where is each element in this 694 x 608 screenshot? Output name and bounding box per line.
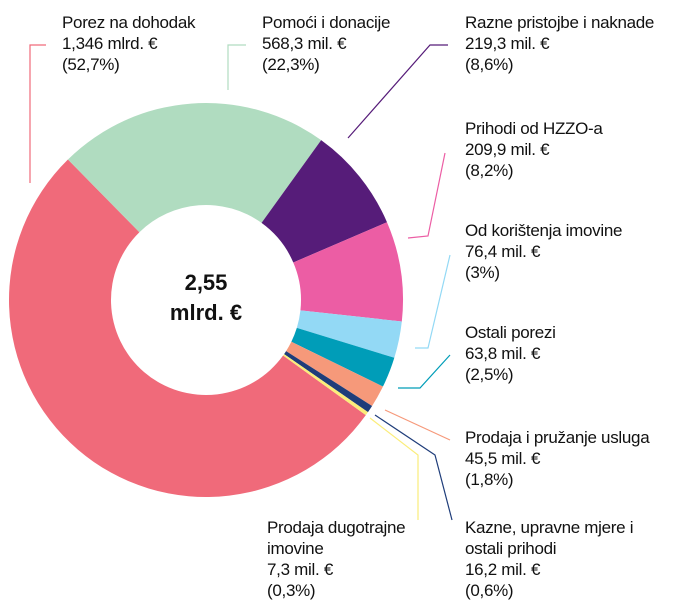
label-percent: (0,3%) bbox=[267, 581, 316, 600]
slice-label: Prodaja dugotrajne imovine 7,3 mil. € (0,3… bbox=[267, 517, 437, 601]
label-name: Prodaja dugotrajne imovine bbox=[267, 518, 406, 558]
label-amount: 76,4 mil. € bbox=[465, 242, 541, 261]
label-amount: 7,3 mil. € bbox=[267, 560, 333, 579]
slice-label: Razne pristojbe i naknade 219,3 mil. € (8,… bbox=[465, 12, 694, 75]
slice bbox=[296, 310, 402, 358]
slice bbox=[286, 341, 383, 406]
label-amount: 16,2 mil. € bbox=[465, 560, 541, 579]
label-amount: 45,5 mil. € bbox=[465, 449, 541, 468]
label-percent: (1,8%) bbox=[465, 470, 514, 489]
label-amount: 209,9 mil. € bbox=[465, 140, 550, 159]
label-name: Od korištenja imovine bbox=[465, 221, 623, 240]
slice bbox=[291, 327, 395, 387]
label-name: Porez na dohodak bbox=[62, 13, 196, 32]
center-label: 2,55 bbox=[185, 270, 228, 295]
leader-line bbox=[369, 417, 419, 520]
leader-line bbox=[398, 354, 451, 389]
label-amount: 63,8 mil. € bbox=[465, 344, 541, 363]
label-percent: (22,3%) bbox=[262, 55, 320, 74]
slice-label: Porez na dohodak 1,346 mlrd. € (52,7%) bbox=[62, 12, 252, 75]
label-percent: (52,7%) bbox=[62, 55, 120, 74]
label-name: Kazne, upravne mjere i ostali prihodi bbox=[465, 518, 634, 558]
slice bbox=[293, 222, 403, 322]
label-percent: (8,2%) bbox=[465, 161, 514, 180]
label-amount: 1,346 mlrd. € bbox=[62, 34, 158, 53]
leader-line bbox=[374, 414, 453, 521]
center-label: mlrd. € bbox=[170, 300, 242, 325]
label-name: Ostali porezi bbox=[465, 323, 556, 342]
slice bbox=[8, 159, 366, 498]
label-percent: (8,6%) bbox=[465, 55, 514, 74]
label-name: Pomoći i donacije bbox=[262, 13, 391, 32]
slice-label: Pomoći i donacije 568,3 mil. € (22,3%) bbox=[262, 12, 452, 75]
label-percent: (2,5%) bbox=[465, 365, 514, 384]
label-name: Razne pristojbe i naknade bbox=[465, 13, 655, 32]
label-percent: (0,6%) bbox=[465, 581, 514, 600]
leader-line bbox=[407, 152, 446, 239]
slices bbox=[8, 103, 403, 498]
leader-line bbox=[415, 254, 451, 349]
slice bbox=[284, 351, 373, 413]
slice bbox=[67, 103, 322, 233]
slice bbox=[261, 140, 387, 263]
label-amount: 568,3 mil. € bbox=[262, 34, 347, 53]
label-name: Prodaja i pružanje usluga bbox=[465, 428, 650, 447]
leader-line bbox=[384, 409, 451, 441]
label-percent: (3%) bbox=[465, 263, 500, 282]
slice-label: Prodaja i pružanje usluga 45,5 mil. € (1,8… bbox=[465, 427, 694, 490]
slice-label: Prihodi od HZZO-a 209,9 mil. € (8,2%) bbox=[465, 118, 694, 181]
leader-line bbox=[347, 44, 448, 139]
leader-line bbox=[29, 44, 46, 183]
slice-label: Od korištenja imovine 76,4 mil. € (3%) bbox=[465, 220, 694, 283]
slice-label: Ostali porezi 63,8 mil. € (2,5%) bbox=[465, 322, 694, 385]
label-name: Prihodi od HZZO-a bbox=[465, 119, 603, 138]
label-amount: 219,3 mil. € bbox=[465, 34, 550, 53]
slice bbox=[283, 354, 368, 416]
leader-line bbox=[227, 44, 246, 90]
slice-label: Kazne, upravne mjere i ostali prihodi 16,… bbox=[465, 517, 655, 601]
